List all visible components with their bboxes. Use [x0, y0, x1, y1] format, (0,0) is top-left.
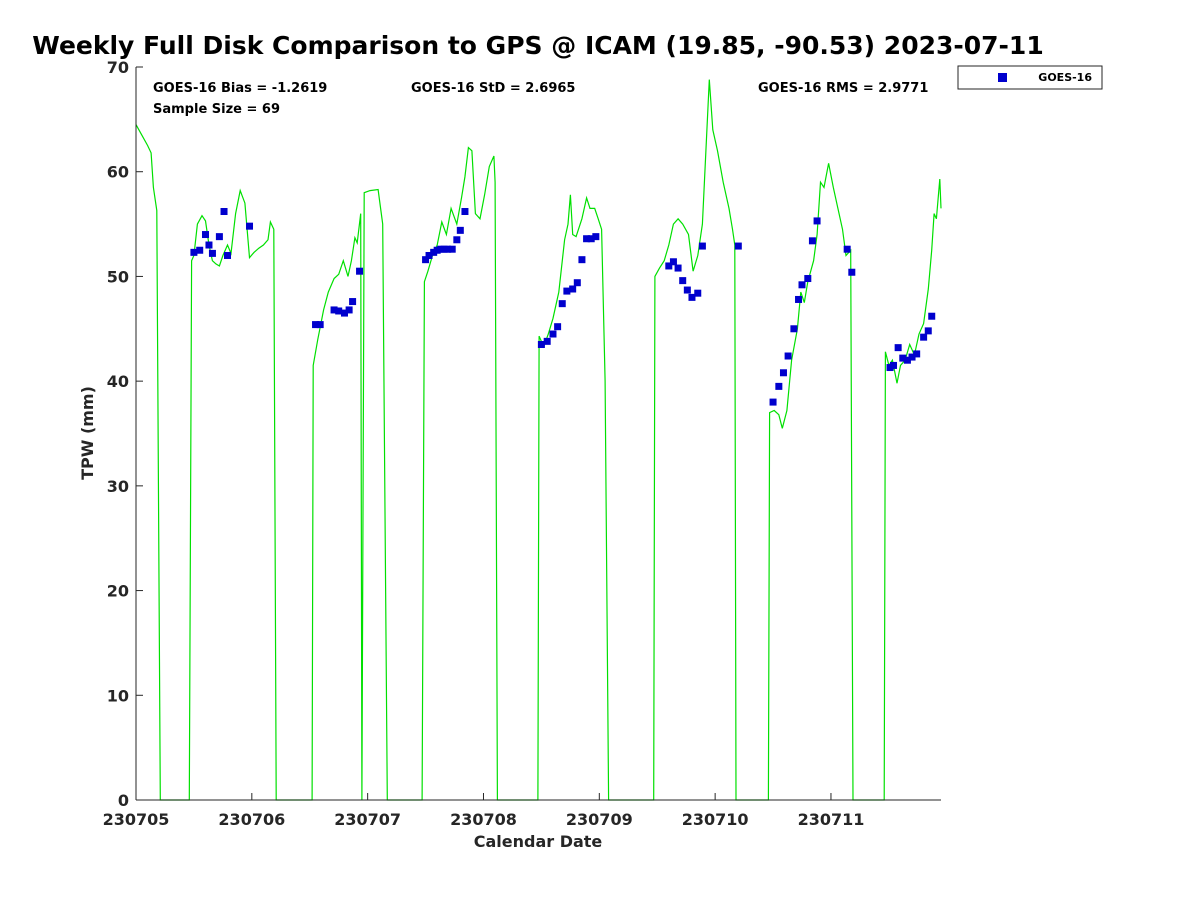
goes-16-point	[688, 293, 696, 301]
y-tick-label: 10	[107, 686, 129, 705]
goes-16-point	[578, 256, 586, 264]
goes-16-point	[899, 354, 907, 362]
goes-series	[190, 208, 936, 406]
goes-16-point	[569, 285, 577, 293]
goes-16-point	[665, 262, 673, 270]
legend: GOES-16	[957, 65, 1103, 90]
goes-16-point	[220, 208, 228, 216]
goes-16-point	[563, 287, 571, 295]
goes-16-point	[903, 356, 911, 364]
goes-16-point	[573, 279, 581, 287]
y-tick-label: 70	[107, 58, 129, 77]
goes-16-point	[848, 268, 856, 276]
goes-16-point	[201, 231, 209, 239]
goes-16-point	[448, 245, 456, 253]
y-tick-label: 20	[107, 582, 129, 601]
goes-16-point	[549, 330, 557, 338]
goes-16-point	[461, 208, 469, 216]
goes-16-point	[537, 340, 545, 348]
goes-16-point	[592, 233, 600, 241]
goes-16-point	[795, 295, 803, 303]
std-stat: GOES-16 StD = 2.6965	[411, 81, 575, 96]
goes-16-point	[843, 245, 851, 253]
goes-16-point	[356, 267, 364, 275]
x-tick-label: 230705	[103, 810, 170, 829]
legend-label-goes-16: GOES-16	[1038, 71, 1092, 84]
x-ticks: 230705 230706 230707 230708 230709 230710 2307…	[103, 793, 865, 829]
goes-16-point	[798, 281, 806, 289]
goes-16-point	[890, 361, 898, 369]
y-tick-label: 0	[118, 791, 129, 810]
goes-16-point	[769, 398, 777, 406]
goes-16-point	[444, 245, 452, 253]
goes-16-point	[894, 344, 902, 352]
goes-16-point	[330, 306, 338, 314]
goes-16-point	[196, 246, 204, 254]
x-tick-label: 230707	[334, 810, 401, 829]
gps-series	[135, 79, 942, 801]
x-tick-label: 230706	[218, 810, 285, 829]
goes-16-point	[453, 236, 461, 244]
x-tick-label: 230708	[450, 810, 517, 829]
goes-16-point	[674, 264, 682, 272]
goes-16-point	[928, 312, 936, 320]
x-axis-label: Calendar Date	[474, 832, 603, 851]
goes-16-point	[924, 327, 932, 335]
goes-16-point	[694, 289, 702, 297]
y-ticks: 0 10 20 30 40 50 60 70	[107, 58, 143, 810]
goes-16-point	[779, 369, 787, 377]
goes-16-point	[583, 235, 591, 243]
legend-marker-goes-16	[998, 73, 1007, 82]
goes-16-point	[205, 241, 213, 249]
y-tick-label: 40	[107, 372, 129, 391]
goes-16-point	[808, 237, 816, 245]
goes-16-point	[669, 258, 677, 266]
y-tick-label: 60	[107, 163, 129, 182]
goes-16-point	[345, 306, 353, 314]
goes-16-point	[246, 222, 254, 230]
y-tick-label: 30	[107, 477, 129, 496]
goes-16-point	[784, 352, 792, 360]
goes-16-point	[698, 242, 706, 250]
goes-16-point	[734, 242, 742, 250]
goes-16-point	[804, 275, 812, 283]
goes-16-point	[558, 300, 566, 308]
sample-size-stat: Sample Size = 69	[153, 102, 280, 117]
goes-16-point	[316, 321, 324, 329]
goes-16-point	[312, 321, 320, 329]
legend-box	[957, 65, 1103, 90]
goes-16-point	[813, 217, 821, 225]
goes-16-point	[587, 235, 595, 243]
goes-16-point	[543, 337, 551, 345]
goes-16-point	[422, 256, 430, 264]
goes-16-point	[790, 325, 798, 333]
goes-16-point	[349, 298, 357, 306]
goes-16-point	[208, 249, 216, 257]
x-tick-label: 230710	[682, 810, 749, 829]
goes-16-point	[215, 233, 223, 241]
goes-16-point	[908, 353, 916, 361]
y-axis-label: TPW (mm)	[78, 386, 97, 480]
plot-axes	[135, 67, 941, 801]
goes-16-point	[340, 309, 348, 317]
rms-stat: GOES-16 RMS = 2.9771	[758, 81, 928, 96]
x-tick-label: 230709	[566, 810, 633, 829]
x-tick-label: 230711	[798, 810, 865, 829]
chart-title: Weekly Full Disk Comparison to GPS @ ICA…	[32, 31, 1043, 60]
goes-16-point	[425, 251, 433, 259]
goes-16-point	[190, 248, 198, 256]
goes-16-point	[683, 286, 691, 294]
goes-16-point	[679, 277, 687, 285]
goes-16-point	[224, 251, 232, 259]
bias-stat: GOES-16 Bias = -1.2619	[153, 81, 327, 96]
goes-16-point	[335, 307, 343, 315]
goes-16-point	[913, 350, 921, 358]
goes-16-point	[775, 382, 783, 390]
gps-line	[135, 79, 942, 801]
y-tick-label: 50	[107, 267, 129, 286]
goes-16-point	[554, 323, 562, 331]
goes-16-point	[456, 226, 464, 234]
goes-16-point	[920, 333, 928, 341]
